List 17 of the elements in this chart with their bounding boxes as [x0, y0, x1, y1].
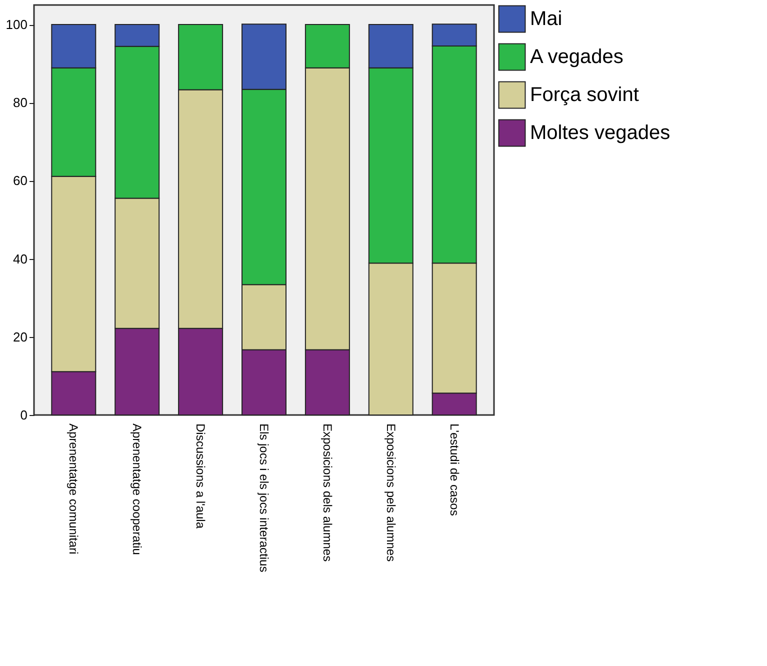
- x-tick-label: Exposicions dels alumnes: [320, 424, 334, 562]
- x-tick-label: Aprenentatge comunitari: [66, 424, 81, 554]
- x-tick-label: Discussions a l'aula: [194, 424, 208, 529]
- legend-label: Moltes vegades: [530, 122, 670, 144]
- legend-label: Mai: [530, 8, 562, 30]
- y-tick-label: 60: [13, 173, 28, 188]
- y-tick-label: 0: [20, 408, 28, 422]
- y-tick-label: 100: [6, 17, 28, 32]
- legend-label: Força sovint: [530, 84, 640, 106]
- legend-label: A vegades: [530, 46, 624, 68]
- y-tick-label: 40: [13, 251, 28, 266]
- x-tick-label: Exposicions pels alumnes: [384, 424, 398, 562]
- x-tick-label: Aprenentatge cooperatiu: [130, 424, 144, 555]
- x-tick-label: L'estudi de casos: [447, 424, 462, 516]
- y-tick-label: 80: [13, 95, 28, 110]
- x-tick-label: Els jocs i els jocs interactius: [257, 424, 271, 572]
- y-tick-label: 20: [13, 329, 28, 344]
